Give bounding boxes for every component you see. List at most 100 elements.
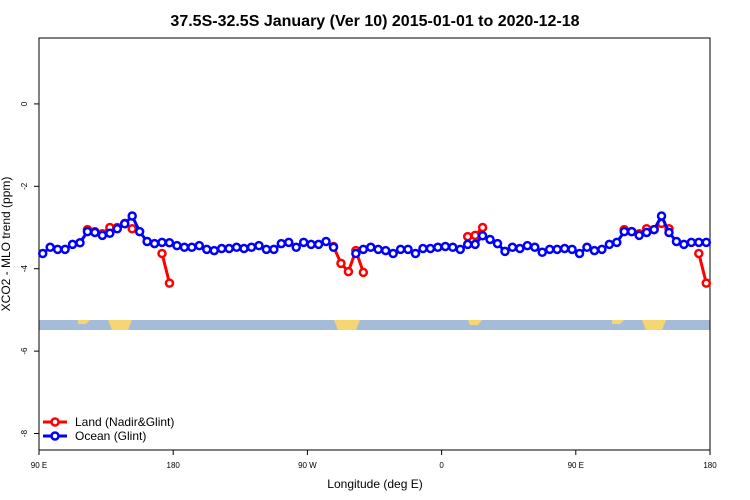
data-point — [351, 248, 361, 259]
data-point — [112, 224, 123, 234]
data-point — [671, 236, 682, 247]
data-point — [530, 242, 540, 253]
data-point — [149, 238, 160, 249]
land-mask — [39, 320, 710, 330]
x-tick-label: 90 W — [298, 461, 317, 470]
data-point — [492, 238, 503, 249]
data-point — [679, 239, 689, 250]
data-point — [440, 241, 451, 252]
data-point — [105, 228, 115, 239]
data-point — [485, 234, 495, 245]
land-patch — [642, 320, 666, 330]
data-point — [82, 226, 93, 237]
data-point — [612, 237, 622, 248]
data-point — [358, 267, 369, 278]
data-point — [202, 244, 212, 255]
data-point — [246, 242, 257, 253]
legend-marker — [50, 431, 60, 441]
data-point — [127, 224, 137, 234]
data-point — [45, 242, 55, 253]
data-point — [291, 242, 301, 253]
data-point — [395, 244, 406, 255]
data-point — [589, 245, 600, 256]
data-point — [157, 248, 167, 259]
data-point — [127, 211, 137, 221]
data-point — [172, 240, 182, 251]
legend-label: Land (Nadir&Glint) — [75, 415, 174, 429]
data-point — [522, 240, 533, 251]
data-point — [90, 227, 100, 238]
data-point — [597, 244, 607, 255]
data-point — [328, 242, 339, 253]
data-point — [701, 278, 712, 288]
x-tick-label: 0 — [439, 461, 444, 470]
data-point — [60, 244, 70, 255]
y-tick-label: -6 — [20, 347, 29, 355]
data-point — [686, 237, 697, 248]
legend: Land (Nadir&Glint)Ocean (Glint) — [43, 415, 174, 443]
series — [37, 211, 712, 259]
data-point — [470, 230, 480, 241]
data-point — [537, 247, 547, 257]
data-point — [52, 244, 63, 255]
data-point — [433, 242, 443, 253]
data-point — [366, 242, 376, 253]
data-point — [298, 237, 309, 248]
data-point — [500, 246, 510, 257]
legend-label: Ocean (Glint) — [75, 429, 146, 443]
data-point — [164, 278, 175, 288]
data-point — [142, 236, 152, 247]
data-point — [448, 242, 458, 253]
land-patch — [468, 320, 482, 325]
data-point — [37, 248, 48, 259]
data-point — [239, 243, 249, 254]
data-point — [552, 244, 562, 255]
data-point — [373, 244, 383, 255]
data-point — [187, 242, 197, 253]
data-point — [649, 224, 659, 235]
data-point — [380, 245, 391, 256]
data-point — [119, 219, 130, 229]
data-point — [410, 248, 421, 259]
data-point — [157, 237, 167, 248]
data-point — [209, 245, 219, 256]
data-point — [313, 239, 324, 250]
data-point — [231, 242, 242, 253]
data-point — [462, 239, 473, 250]
data-point — [559, 243, 570, 254]
data-point — [574, 248, 585, 259]
y-axis-label: XCO2 - MLO trend (ppm) — [0, 177, 13, 312]
data-point — [254, 240, 264, 251]
x-tick-label: 180 — [703, 461, 717, 470]
data-point — [284, 237, 294, 248]
data-point — [358, 244, 369, 255]
data-point — [470, 239, 480, 250]
data-point — [477, 231, 488, 241]
data-point — [194, 240, 205, 251]
data-point — [321, 236, 331, 247]
data-point — [306, 239, 316, 250]
data-point — [507, 242, 518, 253]
data-point — [425, 243, 436, 254]
data-point — [694, 237, 704, 248]
data-point — [403, 244, 413, 255]
data-point — [701, 237, 712, 248]
x-axis-label: Longitude (deg E) — [327, 477, 422, 491]
data-point — [343, 266, 354, 277]
data-point — [641, 227, 652, 238]
data-point — [269, 244, 279, 255]
data-point — [567, 244, 577, 255]
land-patch — [108, 320, 132, 330]
data-point — [67, 239, 78, 250]
y-tick-label: -2 — [20, 182, 29, 190]
x-tick-label: 180 — [167, 461, 181, 470]
y-tick-label: -4 — [20, 265, 29, 273]
data-point — [179, 242, 190, 253]
data-point — [604, 239, 615, 250]
data-point — [224, 243, 234, 254]
ocean-strip — [39, 320, 710, 330]
data-point — [97, 230, 108, 241]
data-point — [462, 231, 473, 242]
data-point — [75, 238, 85, 248]
